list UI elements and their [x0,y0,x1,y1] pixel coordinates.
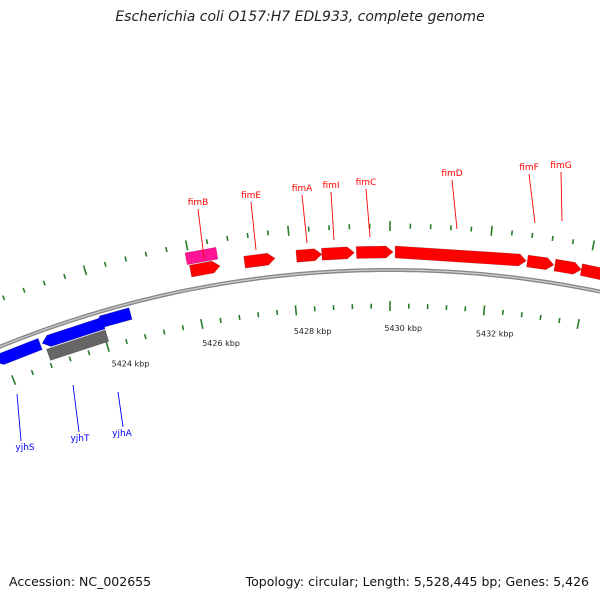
inner-tick [520,312,523,318]
outer-tick [2,295,6,301]
outer-tick [42,280,46,286]
inner-tick [558,317,561,324]
outer-tick [531,232,534,239]
leader-line [330,191,335,241]
leader-line [250,201,257,251]
outer-tick [490,225,493,236]
gene-arrow-fimF [526,254,555,271]
inner-tick [238,314,241,321]
leader-line [16,393,22,442]
genome-stats-text: Topology: circular; Length: 5,528,445 bp… [245,574,589,589]
gene-arrow-fimG [553,258,582,275]
inner-tick-ring [10,301,580,385]
gene-label-yjhA: yjhA [112,429,133,439]
outer-tick [184,240,189,251]
other-feature-box [184,246,219,266]
axis-label: 5426 kbp [202,339,240,348]
outer-tick [510,230,514,236]
gene-label-fimF: fimF [519,163,539,173]
gene-label-fimB: fimB [188,198,209,208]
outer-tick [144,251,148,257]
outer-tick [287,225,290,236]
gene-arrow-yjhS [0,338,43,365]
gene-label-fimD: fimD [441,169,462,179]
axis-label: 5430 kbp [384,324,422,333]
gene-label-fimE: fimE [241,191,261,201]
reverse-strand-genes [0,307,133,365]
inner-tick [576,318,580,330]
outer-tick [246,232,249,239]
axis-label: 5428 kbp [294,327,332,336]
gene-label-fimA: fimA [292,184,313,194]
inner-tick [10,375,17,385]
leader-line [72,384,80,433]
leader-line [197,208,205,259]
inner-tick [105,341,110,352]
inner-tick [143,333,147,340]
inner-tick [162,329,166,335]
backbone-layer [0,268,600,349]
inner-tick [219,317,222,324]
inner-tick [30,369,35,376]
inner-tick [482,305,486,316]
outer-tick [551,235,554,241]
outer-tick [571,239,575,245]
outer-tick [266,230,270,236]
outer-tick [591,240,596,251]
gene-arrow-yjhA [94,307,133,328]
axis-label: 5432 kbp [476,330,514,339]
outer-tick [103,261,107,268]
gene-label-fimI: fimI [322,181,339,191]
gene-arrow-fimE [243,252,276,269]
inner-tick [276,309,279,316]
leader-line [451,179,458,230]
outer-tick [82,265,88,276]
backbone-highlight [0,269,600,348]
gene-arrow-fimC [355,245,394,259]
leader-line [560,171,563,222]
forward-strand-genes [184,245,600,281]
leader-line [528,173,536,224]
leader-line [117,391,124,428]
gene-arrow-fimB [189,260,221,278]
gene-arrow-fimA [295,248,323,263]
inner-tick [181,325,185,331]
outer-tick [63,273,67,280]
inner-tick [539,314,542,321]
inner-tick [68,356,72,362]
inner-tick [294,305,298,316]
other-reverse-box [46,329,110,361]
gene-arrow-fimI [321,246,355,261]
leader-line [365,188,371,238]
inner-tick [257,312,260,318]
axis-label: 5424 kbp [112,359,150,368]
inner-tick [200,318,204,330]
accession-text: Accession: NC_002655 [9,574,152,589]
outer-tick [205,239,209,245]
inner-tick [501,309,504,316]
gene-arrow-partial [579,263,600,281]
gene-label-fimC: fimC [356,178,377,188]
gene-arrow-fimD [394,245,527,267]
gene-label-fimG: fimG [550,161,571,171]
outer-tick [124,256,128,262]
labels-layer: 5424 kbp 5426 kbp 5428 kbp 5430 kbp 5432 kbp… [15,161,571,453]
gene-label-yjhS: yjhS [15,443,35,453]
outer-tick-ring [2,221,596,301]
outer-tick [165,246,168,253]
outer-tick [22,287,26,293]
outer-tick [226,235,229,241]
gene-label-yjhT: yjhT [70,434,90,444]
inner-tick [49,362,53,369]
leader-line [301,194,308,244]
map-title: Escherichia coli O157:H7 EDL933, complet… [115,9,485,25]
inner-tick [125,338,128,345]
inner-tick [87,350,91,356]
